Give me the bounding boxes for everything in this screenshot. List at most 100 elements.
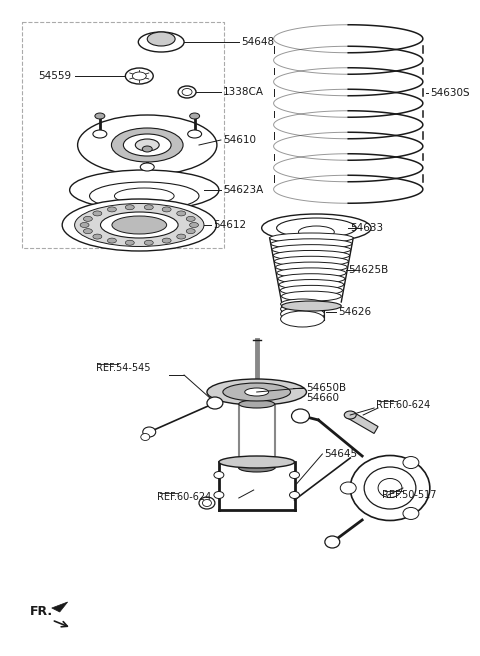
Ellipse shape — [93, 130, 107, 138]
Ellipse shape — [132, 72, 146, 80]
Ellipse shape — [276, 218, 356, 238]
Ellipse shape — [144, 205, 153, 210]
Text: 54626: 54626 — [338, 307, 372, 317]
Ellipse shape — [203, 499, 211, 506]
Text: 54650B: 54650B — [306, 383, 347, 393]
Ellipse shape — [186, 229, 195, 234]
Ellipse shape — [275, 256, 348, 266]
Ellipse shape — [325, 536, 340, 548]
Ellipse shape — [281, 311, 324, 327]
Ellipse shape — [214, 472, 224, 478]
Ellipse shape — [280, 285, 342, 295]
Ellipse shape — [223, 383, 290, 401]
Text: 54625B: 54625B — [348, 265, 388, 275]
Ellipse shape — [199, 497, 215, 509]
Ellipse shape — [239, 464, 275, 472]
Ellipse shape — [272, 245, 351, 255]
Ellipse shape — [245, 388, 269, 396]
Text: 54612: 54612 — [213, 220, 246, 230]
Ellipse shape — [214, 491, 224, 499]
Ellipse shape — [162, 207, 171, 212]
Ellipse shape — [138, 32, 184, 52]
Ellipse shape — [140, 163, 154, 171]
Ellipse shape — [207, 397, 223, 409]
Ellipse shape — [111, 128, 183, 162]
Ellipse shape — [281, 299, 324, 309]
Ellipse shape — [190, 113, 200, 119]
Text: 54645: 54645 — [324, 449, 358, 459]
Ellipse shape — [281, 303, 324, 315]
Text: 54559: 54559 — [38, 71, 72, 81]
Text: REF.54-545: REF.54-545 — [96, 363, 150, 373]
Ellipse shape — [289, 472, 300, 478]
Ellipse shape — [186, 216, 195, 221]
Ellipse shape — [289, 491, 300, 499]
Ellipse shape — [378, 478, 402, 497]
Text: REF.60-624: REF.60-624 — [157, 492, 212, 502]
Ellipse shape — [125, 240, 134, 245]
Ellipse shape — [277, 268, 346, 278]
Ellipse shape — [108, 238, 117, 243]
Ellipse shape — [162, 238, 171, 243]
Ellipse shape — [291, 409, 310, 423]
Ellipse shape — [143, 427, 156, 437]
Ellipse shape — [262, 214, 371, 242]
Ellipse shape — [95, 113, 105, 119]
Ellipse shape — [239, 400, 275, 408]
Ellipse shape — [188, 130, 202, 138]
Ellipse shape — [70, 170, 219, 210]
Ellipse shape — [273, 251, 349, 260]
Ellipse shape — [344, 411, 356, 419]
Text: 54648: 54648 — [241, 37, 274, 47]
Ellipse shape — [350, 455, 430, 520]
Ellipse shape — [281, 307, 324, 321]
Text: REF.60-624: REF.60-624 — [376, 400, 431, 410]
Ellipse shape — [177, 234, 186, 239]
Ellipse shape — [112, 216, 167, 234]
Text: 54633: 54633 — [350, 223, 384, 233]
Text: 1338CA: 1338CA — [223, 87, 264, 97]
Polygon shape — [52, 602, 68, 612]
Ellipse shape — [108, 207, 117, 212]
Ellipse shape — [114, 188, 174, 204]
Ellipse shape — [142, 146, 152, 152]
Ellipse shape — [282, 301, 341, 311]
Ellipse shape — [74, 203, 204, 247]
Ellipse shape — [144, 240, 153, 245]
Ellipse shape — [177, 211, 186, 216]
Ellipse shape — [123, 134, 171, 156]
Ellipse shape — [299, 226, 334, 238]
Ellipse shape — [84, 229, 92, 234]
Ellipse shape — [282, 291, 341, 301]
Text: FR.: FR. — [30, 605, 53, 618]
Text: 54623A: 54623A — [223, 185, 263, 195]
Ellipse shape — [276, 262, 347, 272]
Text: 54610: 54610 — [223, 135, 256, 145]
Text: 54660: 54660 — [306, 393, 339, 403]
Ellipse shape — [364, 467, 416, 509]
Ellipse shape — [207, 379, 306, 405]
Ellipse shape — [141, 434, 150, 440]
Text: 54630S: 54630S — [430, 87, 469, 98]
Ellipse shape — [62, 199, 216, 251]
Ellipse shape — [271, 239, 352, 249]
Ellipse shape — [178, 86, 196, 98]
Ellipse shape — [93, 234, 102, 239]
Ellipse shape — [403, 508, 419, 520]
Ellipse shape — [93, 211, 102, 216]
Ellipse shape — [340, 482, 356, 494]
Ellipse shape — [279, 279, 344, 289]
Ellipse shape — [125, 205, 134, 210]
Text: REF.50-517: REF.50-517 — [382, 490, 437, 500]
Ellipse shape — [84, 216, 92, 221]
Bar — [348, 411, 378, 434]
Ellipse shape — [219, 456, 295, 468]
Ellipse shape — [78, 115, 217, 175]
Ellipse shape — [147, 32, 175, 46]
Ellipse shape — [90, 182, 199, 210]
Ellipse shape — [278, 274, 345, 284]
Ellipse shape — [100, 212, 178, 238]
Ellipse shape — [135, 139, 159, 151]
Ellipse shape — [270, 233, 353, 243]
Ellipse shape — [182, 89, 192, 96]
